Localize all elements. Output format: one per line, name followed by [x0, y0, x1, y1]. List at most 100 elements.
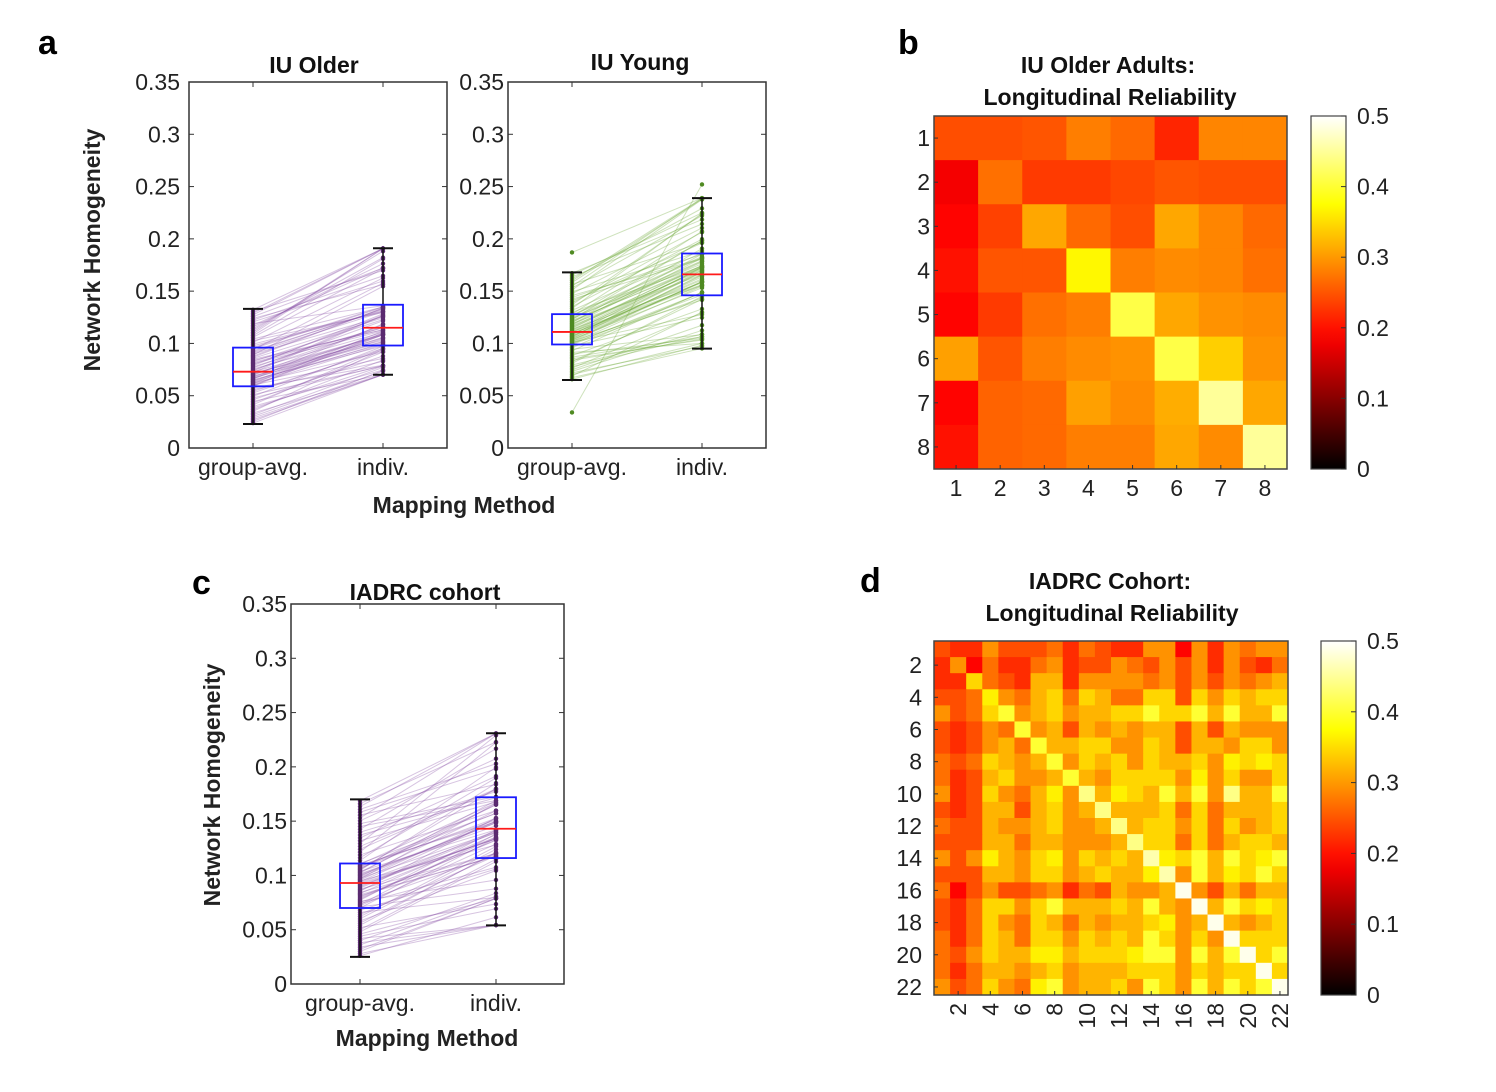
heatmap-cell: [1207, 946, 1225, 964]
subject-line: [571, 345, 703, 374]
boxplot-iu-young: 0 0.05 0.1 0.15 0.2 0.25 0.3 0.35 group-avg. indi…: [459, 69, 767, 480]
heatmap-cell: [1191, 930, 1209, 948]
heatmap-cell: [1207, 914, 1225, 932]
subject-line: [252, 248, 384, 314]
heatmap-cell: [1143, 769, 1160, 787]
heatmap-cell: [1207, 673, 1225, 690]
subject-line: [571, 267, 703, 331]
heatmap-cell: [966, 657, 983, 674]
heatmap-cell: [998, 737, 1015, 755]
heatmap-cell: [1022, 204, 1067, 249]
heatmap-cell: [1198, 160, 1244, 205]
heatmap-cell: [1271, 753, 1289, 771]
heatmap-cell: [1255, 834, 1273, 851]
y-tick-label: 0.15: [459, 278, 504, 304]
subject-line: [252, 349, 384, 412]
x-tick-label: 7: [1214, 475, 1227, 501]
heatmap-cell: [1022, 248, 1067, 293]
heatmap-cell: [1207, 689, 1225, 706]
subject-line: [252, 374, 384, 414]
subject-line: [359, 843, 497, 907]
heatmap-cell: [1127, 834, 1144, 851]
x-tick-label: 20: [1235, 1003, 1261, 1029]
heatmap-cell: [1110, 336, 1156, 382]
subject-line: [359, 766, 497, 862]
x-tick-label: 2: [994, 475, 1007, 501]
heatmap-title-b-line2: Longitudinal Reliability: [984, 84, 1237, 110]
subject-line: [252, 324, 384, 376]
y-tick-label: 0.1: [472, 330, 504, 356]
subject-line: [571, 242, 703, 302]
heatmap-cell: [1191, 689, 1209, 706]
heatmap-cell: [1159, 641, 1176, 658]
subject-line: [359, 818, 497, 881]
heatmap-cell: [1271, 946, 1289, 964]
subject-line: [359, 804, 497, 873]
heatmap-cell: [1111, 978, 1128, 996]
subject-line: [571, 264, 703, 329]
heatmap-cell: [1046, 818, 1064, 835]
subject-point: [493, 851, 499, 856]
heatmap-cell: [1159, 721, 1176, 739]
heatmap-cell: [1207, 978, 1225, 996]
heatmap-cell: [1094, 978, 1112, 996]
heatmap-cell: [1191, 673, 1209, 690]
heatmap-cell: [1111, 834, 1128, 851]
heatmap-cell: [1255, 818, 1273, 835]
heatmap-cell: [1111, 946, 1128, 964]
subject-line: [359, 812, 497, 864]
subject-line: [571, 257, 703, 317]
heatmap-cell: [1062, 978, 1080, 996]
heatmap-cell: [950, 769, 967, 787]
heatmap-cell: [1175, 818, 1192, 835]
subject-point: [699, 276, 705, 282]
subject-line: [359, 888, 497, 908]
heatmap-cell: [1159, 866, 1176, 883]
colorbar-tick-label: 0.4: [1367, 699, 1399, 725]
heatmap-cell: [1239, 850, 1257, 867]
heatmap-cell: [1110, 248, 1156, 293]
subject-line: [252, 332, 384, 378]
heatmap-cell: [978, 380, 1023, 426]
subject-point: [380, 314, 386, 319]
heatmap-cell: [1014, 801, 1032, 819]
subject-line: [252, 364, 384, 389]
subject-line: [359, 834, 497, 895]
subject-line: [571, 298, 703, 363]
heatmap-cell: [998, 801, 1015, 819]
subject-line: [359, 797, 497, 836]
subject-line: [359, 799, 497, 874]
subject-line: [252, 248, 384, 335]
heatmap-cell: [1223, 705, 1241, 722]
heatmap-cell: [1154, 248, 1200, 293]
heatmap-cell: [1014, 850, 1032, 867]
heatmap-cell: [1110, 380, 1156, 426]
heatmap-cell: [1094, 930, 1112, 948]
subject-line: [252, 305, 384, 325]
heatmap-cell: [998, 866, 1015, 883]
heatmap-cell: [1014, 769, 1032, 787]
heatmap-cell: [1159, 930, 1176, 948]
heatmap-cell: [1110, 160, 1156, 205]
heatmap-cell: [1062, 946, 1080, 964]
heatmap-cell: [1094, 689, 1112, 706]
heatmap-cell: [1143, 673, 1160, 690]
heatmap-cell: [1030, 882, 1048, 899]
heatmap-cell: [1191, 769, 1209, 787]
subject-line: [571, 230, 703, 315]
panel-letter-a: a: [38, 24, 58, 62]
subject-point: [699, 264, 705, 269]
subject-line: [571, 274, 703, 339]
heatmap-cell: [982, 850, 999, 867]
heatmap-cell: [1191, 818, 1209, 835]
heatmap-cell: [950, 818, 967, 835]
heatmap-cell: [1159, 834, 1176, 851]
heatmap-cell: [1014, 721, 1032, 739]
subject-line: [571, 271, 703, 338]
y-tick-label: 0.35: [242, 591, 287, 617]
heatmap-cell: [1127, 785, 1144, 803]
subject-line: [571, 197, 703, 287]
heatmap-cell: [1022, 116, 1067, 161]
heatmap-cell: [1143, 753, 1160, 771]
heatmap-cell: [1030, 657, 1048, 674]
